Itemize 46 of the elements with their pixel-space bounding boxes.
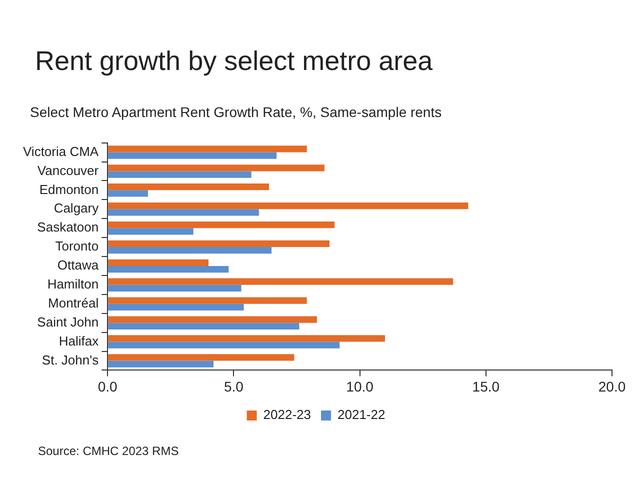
y-tick-label: Ottawa [57,258,100,273]
bar [108,164,324,172]
bar [108,184,270,190]
x-tick-label: 10.0 [346,378,374,394]
bar [108,259,208,266]
bar [108,360,214,368]
x-tick-label: 15.0 [472,378,500,394]
x-tick-label: 5.0 [224,378,244,394]
legend-label: 2021-22 [338,407,386,422]
chart-title: Rent growth by select metro area [35,46,433,77]
bar [108,202,468,210]
x-tick-label: 20.0 [598,378,626,394]
bar [108,316,317,323]
bar [108,228,194,235]
x-tick-label: 0.0 [98,378,118,394]
bar [108,297,307,304]
bar [108,284,242,292]
bar [108,190,148,197]
y-tick-label: Halifax [58,333,100,348]
y-tick-label: St. John's [42,352,100,368]
y-tick-label: Saint John [37,314,99,330]
bar [108,171,252,178]
bar [108,266,229,273]
bar [108,342,340,348]
chart-subtitle: Select Metro Apartment Rent Growth Rate, %, Same-sample rents [30,104,442,120]
y-tick-label: Montréal [48,295,99,310]
source-note: Source: CMHC 2023 RMS [38,444,179,458]
bar [108,304,244,311]
bar [108,335,386,342]
bar [108,278,454,285]
bar [108,146,307,152]
bar [108,221,335,228]
bar [108,152,277,159]
y-tick-label: Toronto [55,238,99,254]
y-tick-label: Victoria CMA [22,144,99,159]
bar [108,247,272,254]
y-tick-label: Calgary [54,200,100,216]
bar [108,354,294,361]
y-tick-label: Hamilton [47,276,99,292]
legend-label: 2022-23 [263,407,312,422]
bar [108,240,330,248]
y-tick-label: Saskatoon [37,220,99,235]
y-tick-label: Vancouver [37,162,100,178]
y-tick-label: Edmonton [39,182,99,197]
bar [108,322,300,330]
bar [108,209,259,216]
